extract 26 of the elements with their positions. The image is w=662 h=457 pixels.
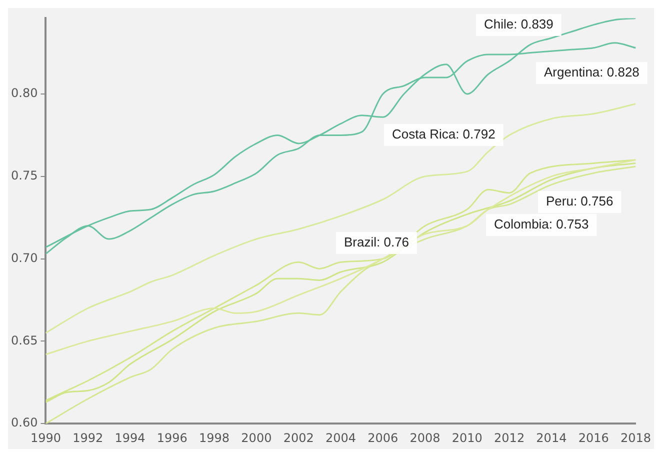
x-tick-label: 2018 <box>620 430 652 445</box>
y-tick-label: 0.80 <box>11 86 38 100</box>
annotation: Chile: 0.839 <box>484 16 554 32</box>
x-tick-label: 2002 <box>283 430 314 445</box>
x-tick-label: 1998 <box>199 430 230 445</box>
x-tick-label: 2008 <box>410 430 440 445</box>
x-tick-label: 1996 <box>156 430 188 445</box>
x-tick-label: 2004 <box>325 430 356 445</box>
x-tick-label: 1990 <box>30 430 61 445</box>
x-tick-label: 2010 <box>452 430 482 445</box>
annotation: Peru: 0.756 <box>546 194 614 209</box>
annotation: Costa Rica: 0.792 <box>392 126 496 142</box>
annotation: Argentina: 0.828 <box>544 64 640 80</box>
x-tick-label: 2016 <box>578 430 609 445</box>
y-tick-label: 0.65 <box>11 333 38 348</box>
annotation: Brazil: 0.76 <box>344 234 410 250</box>
x-tick-label: 1994 <box>114 430 146 445</box>
x-tick-label: 2014 <box>536 430 567 445</box>
x-tick-label: 2006 <box>368 430 398 445</box>
annotation: Colombia: 0.753 <box>494 216 589 232</box>
x-tick-label: 2000 <box>241 430 272 445</box>
x-tick-label: 1992 <box>72 430 104 445</box>
y-tick-label: 0.75 <box>11 168 38 183</box>
x-tick-label: 2012 <box>494 430 525 445</box>
y-tick-label: 0.70 <box>11 250 38 265</box>
y-tick-label: 0.60 <box>11 416 38 430</box>
